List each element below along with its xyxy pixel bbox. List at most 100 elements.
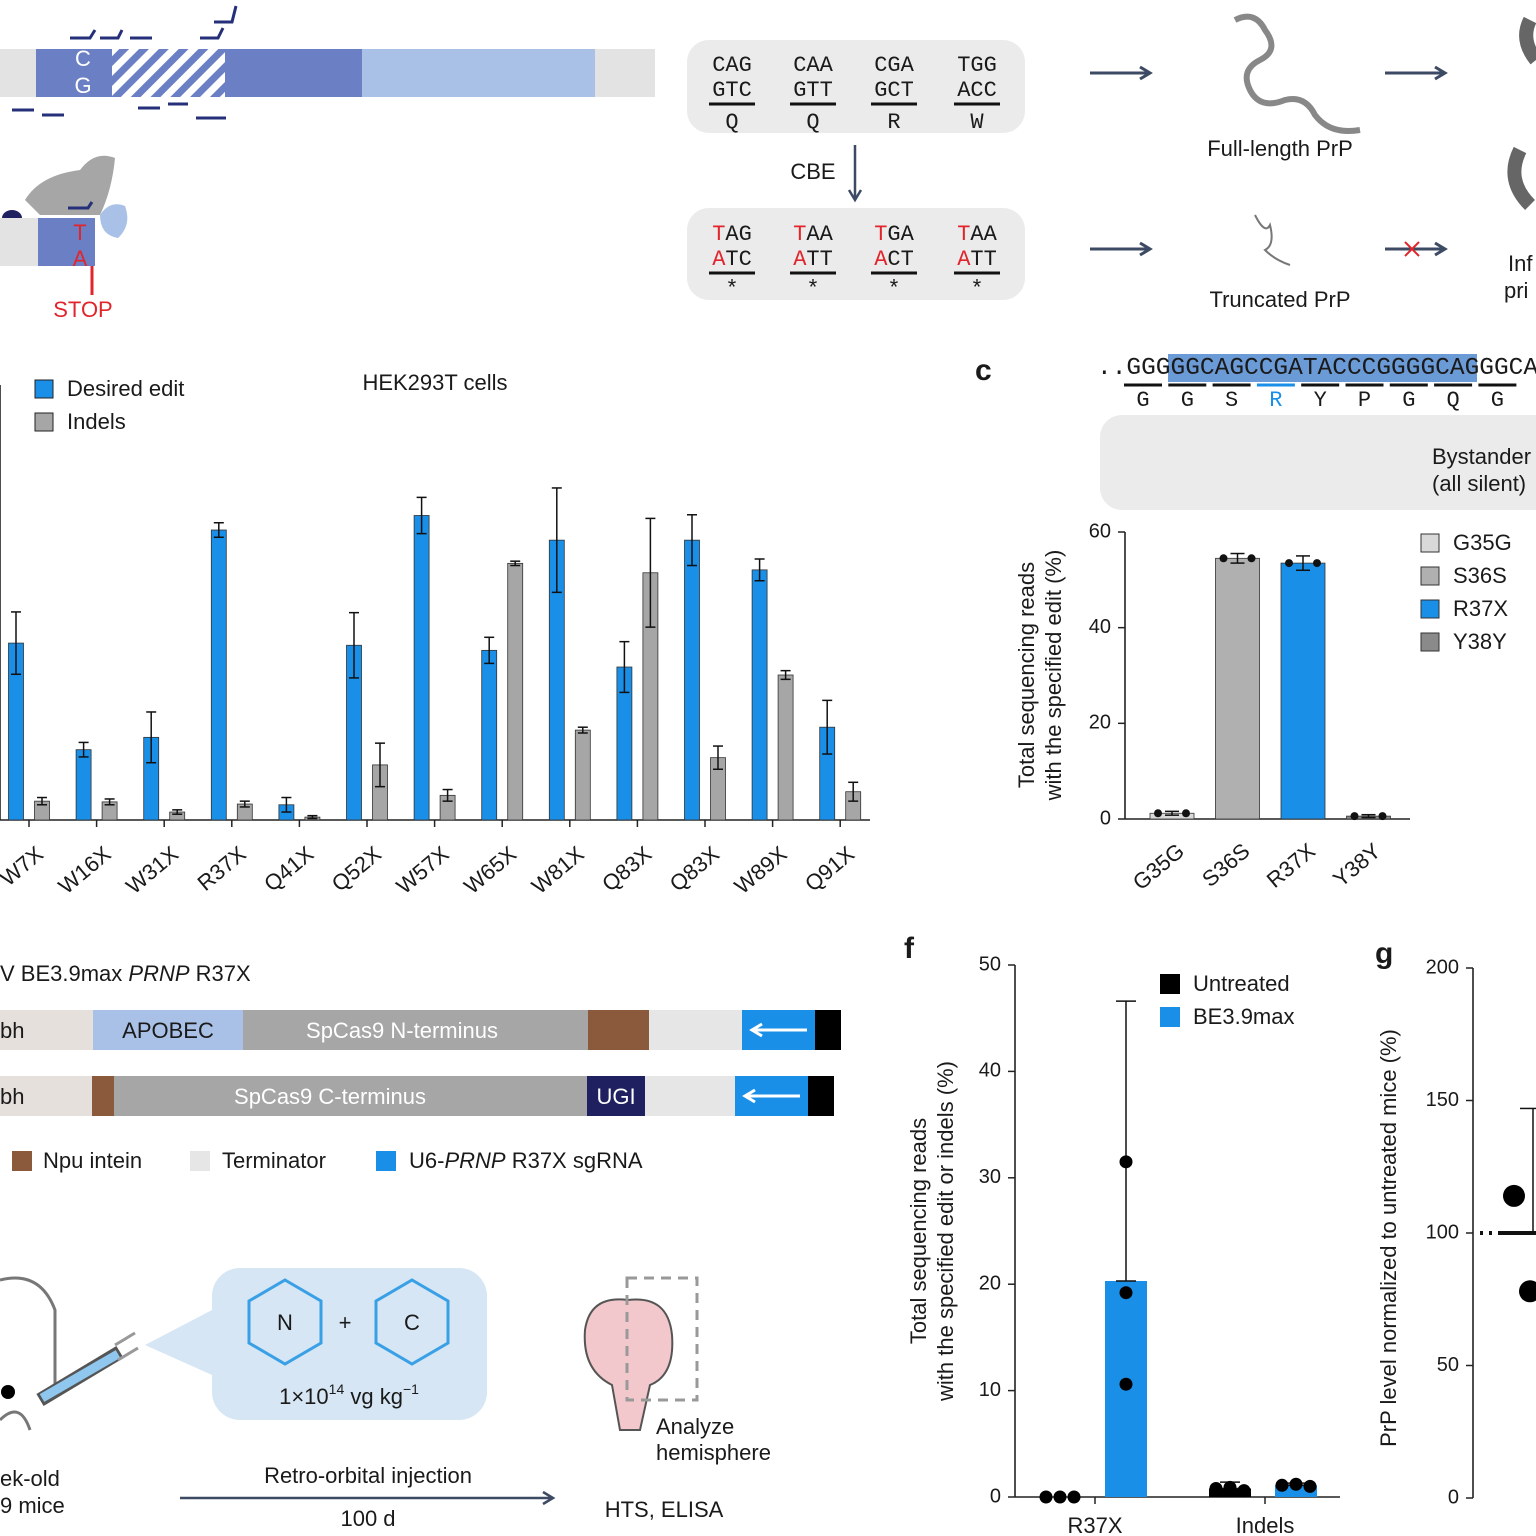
shape	[588, 1010, 649, 1050]
data-point	[1182, 809, 1190, 818]
label: *	[970, 277, 983, 302]
label: 0	[990, 1485, 1001, 1507]
label: STOP	[53, 297, 113, 322]
label: G35G	[1453, 530, 1512, 555]
base: A	[957, 247, 971, 272]
gene-schematic: C G T A STOP	[0, 5, 655, 322]
bar	[684, 539, 700, 821]
shape	[38, 218, 95, 266]
label: W31X	[121, 841, 183, 899]
shape	[114, 1331, 139, 1362]
label: pri	[1504, 278, 1528, 303]
label: GGCA	[1479, 355, 1536, 382]
label: BE3.9max	[1193, 1004, 1295, 1029]
shape	[687, 208, 1025, 300]
label: GTC	[712, 78, 752, 103]
label: UGI	[596, 1084, 635, 1109]
label: *	[806, 277, 819, 302]
bar	[574, 729, 591, 821]
label: G	[1491, 388, 1504, 413]
shape	[374, 1278, 450, 1366]
label: 150	[1426, 1089, 1459, 1111]
label: Npu intein	[43, 1148, 142, 1173]
label: ..GGG	[1097, 355, 1171, 382]
construct: V BE3.9max PRNP R37X bh APOBEC SpCas9 N-…	[0, 961, 841, 1173]
shape	[145, 1310, 212, 1375]
label: 50	[979, 953, 1001, 975]
panel-label: f	[904, 932, 915, 965]
label: Q83X	[597, 841, 656, 897]
label: V BE3.9max	[0, 961, 128, 986]
label: −1	[403, 1381, 419, 1397]
shape	[247, 1278, 323, 1366]
shape	[114, 1076, 587, 1116]
label: Retro-orbital injection	[264, 1463, 472, 1488]
label: Y	[1314, 388, 1327, 413]
label: 0	[1100, 807, 1111, 829]
label: W65X	[459, 841, 521, 899]
codon: TAA	[957, 222, 997, 247]
label: R	[1269, 388, 1282, 413]
shape	[0, 218, 38, 266]
label: 1×1014 vg kg−1	[279, 1381, 419, 1409]
data-point	[1067, 1490, 1081, 1504]
label: with the specified edit or indels (%)	[933, 1061, 958, 1402]
shape	[0, 1076, 92, 1116]
label: GCT	[874, 78, 914, 103]
data-point	[1247, 554, 1256, 563]
label: with the specified edit (%)	[1041, 550, 1066, 802]
shape	[847, 145, 863, 203]
label: V BE3.9max PRNP R37X	[0, 961, 251, 986]
base: A	[793, 247, 807, 272]
data-point	[1119, 1286, 1133, 1300]
label: Indels	[1236, 1513, 1295, 1536]
label: N	[277, 1310, 293, 1335]
label: SpCas9 N-terminus	[306, 1018, 498, 1043]
label: Q83X	[665, 841, 724, 897]
base: TT	[806, 247, 832, 272]
base: T	[793, 222, 806, 247]
label: CBE	[790, 159, 835, 184]
legend-swatch	[34, 412, 54, 432]
data-point	[1219, 554, 1228, 563]
label: Terminator	[222, 1148, 326, 1173]
label: Y38Y	[1328, 838, 1386, 892]
bar	[413, 515, 430, 821]
shape	[68, 201, 94, 210]
label: 14	[329, 1381, 345, 1397]
data-point	[1209, 1481, 1223, 1495]
label: S36S	[1453, 563, 1507, 588]
label: G	[1181, 388, 1194, 413]
legend-swatch	[1160, 1007, 1180, 1027]
label: A	[73, 246, 88, 271]
label: U6-	[409, 1148, 444, 1173]
label: P	[1358, 388, 1371, 413]
shape	[1507, 16, 1536, 210]
data-point	[1275, 1478, 1289, 1492]
label: TGG	[957, 53, 997, 78]
base: AA	[806, 222, 833, 247]
shape	[362, 49, 595, 97]
codon: TAG	[712, 222, 752, 247]
label: W89X	[730, 841, 792, 899]
shape	[212, 1268, 487, 1420]
base: A	[712, 247, 726, 272]
bar	[507, 562, 524, 821]
shape	[39, 1350, 121, 1402]
base: T	[874, 222, 887, 247]
shape	[1100, 415, 1536, 510]
outcome-panel	[1090, 13, 1536, 266]
legend-swatch	[1420, 632, 1440, 652]
label: R	[887, 110, 900, 135]
data-point	[1223, 1480, 1237, 1494]
shape	[742, 1022, 807, 1104]
shape	[645, 1076, 735, 1116]
label: HTS, ELISA	[605, 1497, 724, 1522]
label: W16X	[54, 841, 116, 899]
label: T	[73, 220, 86, 245]
label: Truncated PrP	[1209, 287, 1350, 312]
bar	[481, 649, 498, 821]
